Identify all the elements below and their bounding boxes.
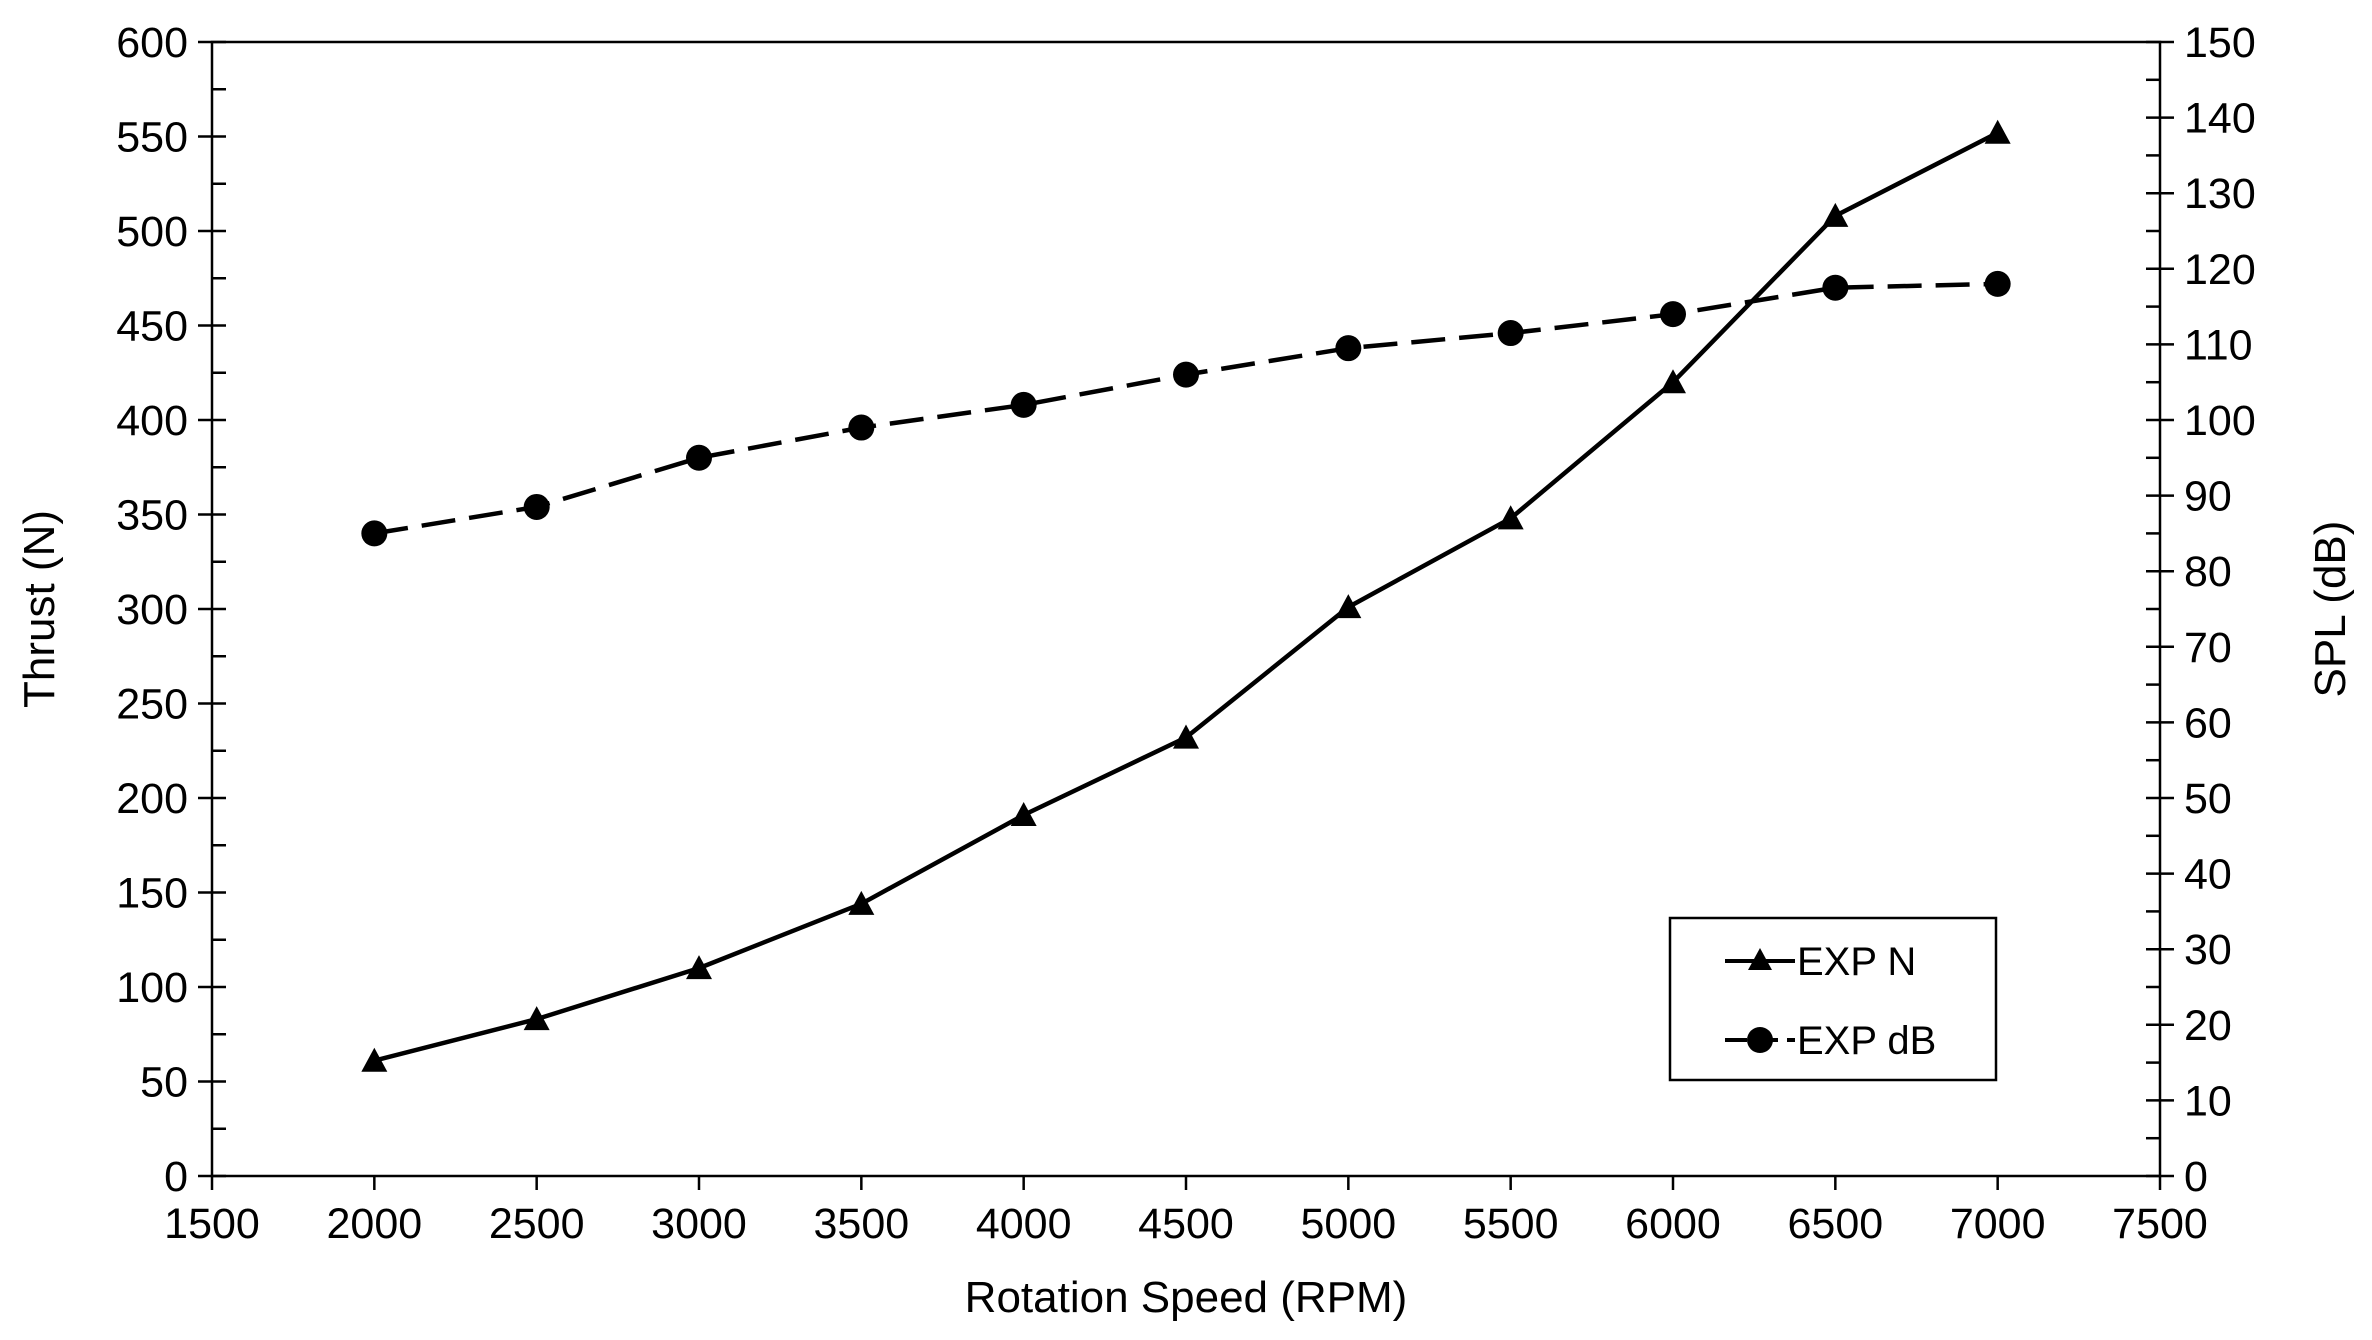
y2-tick-label: 40 — [2184, 851, 2232, 899]
y-axis-title: Thrust (N) — [15, 510, 64, 708]
series-line-exp-db — [373, 281, 1998, 536]
data-point-exp-n — [1822, 202, 1849, 227]
x-tick-label: 3000 — [651, 1200, 747, 1248]
x-tick-label: 7000 — [1950, 1200, 2046, 1248]
data-point-exp-n — [1497, 505, 1524, 530]
y2-tick-label: 10 — [2184, 1077, 2232, 1125]
y2-tick-label: 100 — [2184, 397, 2256, 445]
y2-axis-title: SPL (dB) — [2306, 521, 2355, 698]
y2-tick-label: 70 — [2184, 624, 2232, 672]
data-point-exp-n — [848, 890, 875, 915]
series-layer — [361, 119, 2011, 1072]
y2-tick-label: 0 — [2184, 1153, 2208, 1201]
y2-tick-label: 120 — [2184, 246, 2256, 294]
data-point-exp-db — [361, 520, 388, 547]
y-tick-label: 100 — [116, 964, 188, 1012]
y2-tick-label: 140 — [2184, 95, 2256, 143]
y-tick-label: 300 — [116, 586, 188, 634]
data-point-exp-n — [523, 1006, 550, 1031]
data-point-exp-n — [1010, 802, 1037, 827]
data-point-exp-db — [1010, 391, 1037, 418]
y-tick-label: 350 — [116, 492, 188, 540]
x-tick-label: 6500 — [1787, 1200, 1883, 1248]
y-tick-label: 50 — [140, 1059, 188, 1107]
y2-tick-label: 20 — [2184, 1002, 2232, 1050]
y2-tick-label: 110 — [2184, 321, 2253, 369]
y-tick-label: 500 — [116, 208, 188, 256]
legend-label-exp-db: EXP dB — [1797, 1019, 1936, 1063]
data-point-exp-n — [686, 955, 712, 980]
y-tick-label: 450 — [116, 303, 188, 351]
x-tick-label: 4500 — [1138, 1200, 1234, 1248]
x-tick-label: 7500 — [2112, 1200, 2208, 1248]
data-point-exp-n — [1335, 594, 1362, 619]
legend: EXP N EXP dB — [1668, 916, 1998, 1082]
y2-tick-label: 60 — [2184, 699, 2232, 747]
x-tick-label: 4000 — [976, 1200, 1072, 1248]
x-tick-label: 1500 — [164, 1200, 260, 1248]
legend-triangle-marker — [1748, 948, 1772, 970]
x-tick-label: 2500 — [489, 1200, 585, 1248]
data-point-exp-db — [523, 493, 550, 520]
data-point-exp-n — [1173, 724, 1199, 749]
legend-circle-marker — [1747, 1027, 1773, 1053]
legend-label-exp-n: EXP N — [1797, 940, 1916, 984]
y2-tick-label: 90 — [2184, 473, 2232, 521]
y2-tick-label: 130 — [2184, 170, 2256, 218]
y2-tick-label: 150 — [2184, 19, 2256, 67]
y2-tick-label: 30 — [2184, 926, 2232, 974]
data-point-exp-n — [1660, 369, 1686, 394]
x-tick-label: 6000 — [1625, 1200, 1721, 1248]
data-point-exp-db — [1660, 301, 1686, 328]
data-point-exp-n — [1984, 119, 2011, 144]
x-tick-label: 5000 — [1300, 1200, 1396, 1248]
data-point-exp-db — [848, 414, 875, 441]
x-tick-label: 5500 — [1463, 1200, 1559, 1248]
data-point-exp-n — [361, 1047, 388, 1072]
x-tick-label: 2000 — [326, 1200, 422, 1248]
y-tick-label: 600 — [116, 19, 188, 67]
data-point-exp-db — [1173, 361, 1199, 388]
y-tick-label: 150 — [116, 870, 188, 918]
data-point-exp-db — [1822, 274, 1849, 301]
y-tick-label: 550 — [116, 114, 188, 162]
y2-tick-label: 50 — [2184, 775, 2232, 823]
axes-layer: 1500 2000 2500 3000 3500 4000 4500 5000 5500 6000… — [15, 19, 2355, 1322]
data-point-exp-db — [1984, 270, 2011, 297]
y-tick-label: 250 — [116, 681, 188, 729]
y-tick-label: 0 — [164, 1153, 188, 1201]
y-tick-label: 400 — [116, 397, 188, 445]
data-point-exp-db — [1335, 335, 1362, 362]
x-axis-title: Rotation Speed (RPM) — [965, 1273, 1408, 1322]
y2-tick-label: 80 — [2184, 548, 2232, 596]
x-tick-label: 3500 — [813, 1200, 909, 1248]
data-point-exp-db — [686, 444, 712, 471]
data-point-exp-db — [1497, 320, 1524, 347]
legend-box — [1668, 916, 1998, 1082]
y-tick-label: 200 — [116, 775, 188, 823]
